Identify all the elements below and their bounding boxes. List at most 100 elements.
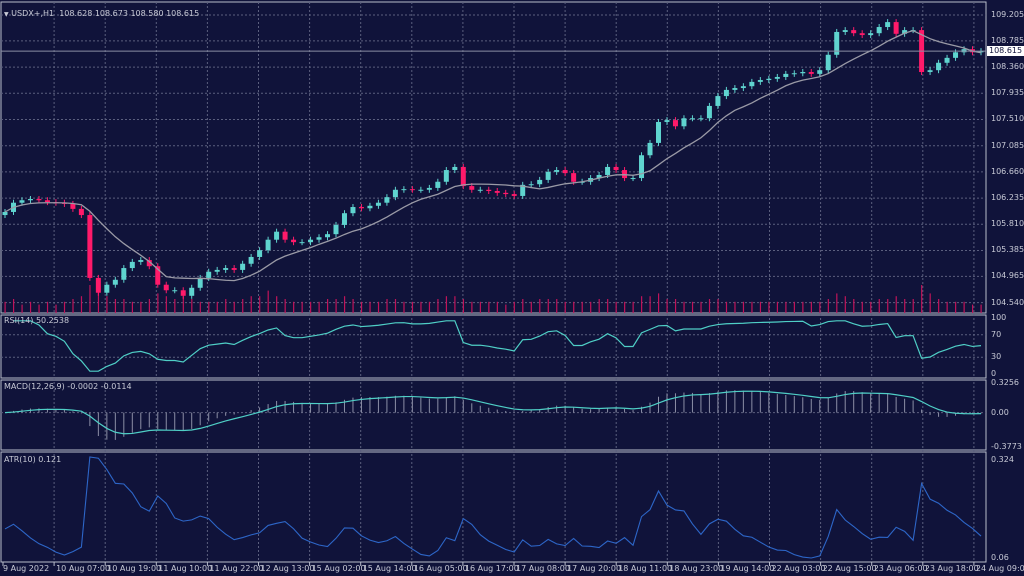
bear-candle: [95, 277, 101, 293]
price-axis-label: 106.660: [991, 166, 1024, 176]
volume-bar: [445, 296, 448, 313]
bear-candle: [893, 22, 899, 34]
bull-candle: [325, 234, 331, 238]
volume-bar: [666, 299, 668, 313]
volume-bar: [505, 304, 507, 313]
volume-bar: [174, 299, 176, 313]
atr-axis-label: 0.324: [991, 455, 1014, 464]
volume-bar: [539, 299, 541, 313]
volume-bar: [938, 299, 940, 313]
bear-candle: [36, 199, 42, 201]
bull-candle: [129, 261, 135, 269]
volume-bar: [21, 304, 23, 313]
bear-candle: [282, 231, 288, 240]
bull-candle: [698, 118, 704, 120]
volume-bar: [80, 296, 83, 313]
bull-candle: [766, 78, 772, 81]
bull-candle: [477, 189, 483, 191]
time-axis-label: 22 Aug 03:00: [771, 564, 826, 573]
volume-bar: [46, 301, 49, 313]
volume-bar: [242, 299, 244, 313]
macd-axis-label: -0.3773: [991, 442, 1022, 451]
bear-candle: [231, 268, 237, 270]
bear-candle: [409, 189, 415, 191]
bull-candle: [834, 31, 840, 55]
rsi-line: [13, 320, 982, 372]
moving-average-line: [4, 29, 982, 282]
bull-candle: [138, 260, 144, 262]
volume-bar: [420, 301, 422, 313]
time-axis-label: 15 Aug 14:00: [362, 564, 417, 573]
macd-axis-label: 0.3256: [991, 378, 1019, 387]
bull-candle: [689, 118, 695, 120]
volume-bar: [810, 301, 812, 313]
bear-candle: [851, 30, 857, 34]
volume-bar: [63, 301, 66, 313]
volume-bar: [208, 301, 210, 313]
current-price-label: 108.615: [987, 46, 1024, 56]
volume-bar: [657, 293, 660, 313]
time-axis-label: 24 Aug 09:00: [975, 564, 1024, 573]
bull-candle: [333, 224, 339, 235]
triangle-down-icon[interactable]: ▼: [4, 11, 9, 18]
bear-candle: [672, 120, 678, 127]
bear-candle: [460, 166, 466, 187]
volume-bar: [836, 293, 838, 313]
volume-bar: [522, 299, 524, 313]
volume-bar: [980, 304, 982, 313]
bull-candle: [825, 54, 831, 71]
bull-candle: [596, 174, 602, 179]
volume-bar: [89, 285, 91, 313]
bull-candle: [842, 30, 848, 32]
macd-signal-line: [4, 390, 982, 435]
volume-bar: [776, 301, 779, 313]
bull-candle: [706, 105, 712, 119]
bull-candle: [605, 166, 611, 175]
volume-bar: [768, 301, 770, 313]
bear-candle: [87, 215, 93, 278]
volume-bar: [793, 301, 795, 313]
bull-candle: [723, 89, 729, 97]
bear-candle: [70, 203, 76, 209]
bull-candle: [189, 287, 195, 296]
bull-candle: [655, 121, 661, 143]
volume-bar: [641, 296, 643, 313]
bear-candle: [613, 166, 619, 171]
volume-bar: [624, 301, 626, 313]
volume-bar: [123, 299, 125, 313]
volume-bar: [912, 299, 914, 313]
volume-bar: [632, 301, 634, 313]
volume-bar: [38, 304, 40, 313]
bull-candle: [223, 268, 229, 270]
bear-candle: [859, 33, 865, 36]
bull-candle: [876, 27, 882, 34]
atr-label: ATR(10) 0.121: [4, 455, 62, 464]
volume-bar: [148, 299, 150, 313]
volume-bar: [904, 299, 906, 313]
price-axis-label: 105.810: [991, 219, 1024, 229]
volume-bar: [590, 301, 592, 313]
volume-bar: [29, 301, 32, 313]
bull-candle: [341, 213, 347, 225]
bull-candle: [257, 250, 263, 257]
volume-bar: [360, 301, 363, 313]
volume-bar: [114, 299, 117, 313]
price-axis-label: 108.360: [991, 62, 1024, 72]
volume-bar: [870, 301, 872, 313]
volume-bar: [233, 301, 235, 313]
volume-bar: [4, 301, 6, 313]
volume-bar: [454, 296, 456, 313]
volume-bar: [97, 287, 100, 313]
volume-bar: [479, 301, 481, 313]
price-axis-label: 104.965: [991, 271, 1024, 281]
volume-bar: [921, 285, 923, 313]
bull-candle: [426, 187, 432, 190]
volume-bar: [327, 299, 329, 313]
bull-candle: [537, 179, 543, 185]
volume-bar: [946, 301, 948, 313]
bear-candle: [562, 170, 568, 174]
volume-bar: [708, 299, 711, 313]
volume-bar: [878, 299, 880, 313]
volume-bar: [437, 299, 439, 313]
